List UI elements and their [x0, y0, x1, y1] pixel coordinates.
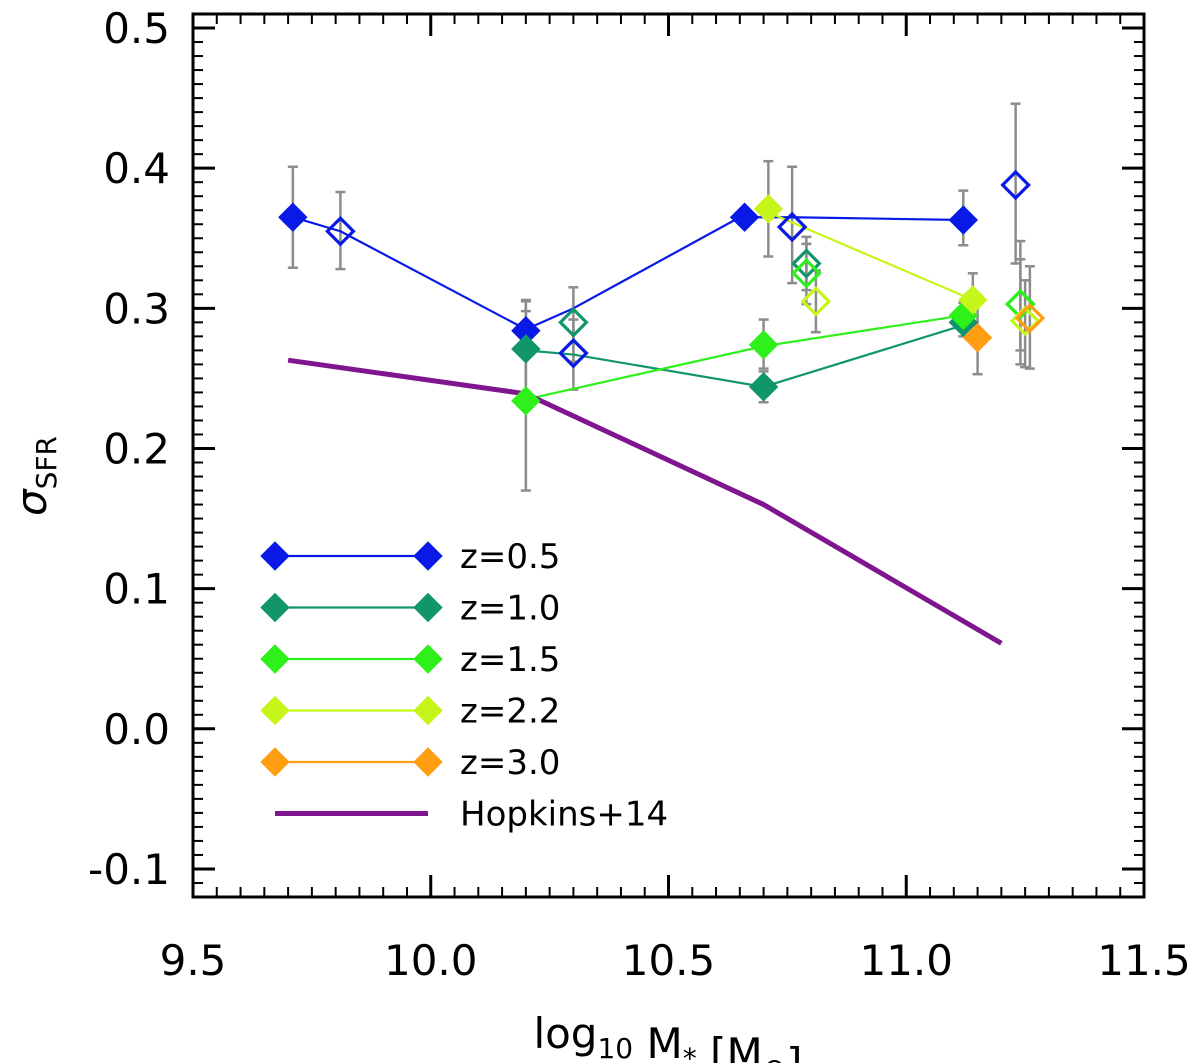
x-tick-label: 11.0 [859, 936, 953, 985]
series-lines [287, 209, 1003, 646]
filled-point-z-0-5 [278, 202, 308, 232]
x-tick-label: 9.5 [160, 936, 227, 985]
series-line-hopkins-14 [287, 357, 1003, 646]
y-axis-label: σSFR [7, 436, 63, 516]
legend-label-z-3-0: z=3.0 [460, 743, 560, 783]
x-label-subscript: ⊙ [763, 1052, 786, 1063]
error-bars [287, 102, 1035, 492]
x-tick-label: 11.5 [1097, 936, 1191, 985]
y-tick-label: 0.5 [103, 4, 170, 53]
open-point-z-2-2 [800, 286, 832, 317]
filled-point-z-1-5 [511, 386, 541, 416]
filled-point-z-2-2 [958, 285, 988, 315]
x-label-part: [M [697, 1029, 763, 1063]
filled-point-z-0-5 [729, 202, 760, 232]
filled-point-z-0-5 [948, 205, 979, 235]
open-point-z-1-0 [558, 307, 589, 338]
series-line-z-0-5 [292, 216, 964, 331]
x-label-part: M [633, 1019, 683, 1063]
open-point-z-1-5 [791, 258, 822, 289]
filled-point-z-3-0 [962, 323, 993, 353]
filled-point-z-1-5 [748, 330, 779, 360]
open-point-z-0-5 [776, 211, 808, 243]
legend-label-hopkins-14: Hopkins+14 [460, 795, 668, 835]
legend-label-z-0-5: z=0.5 [460, 537, 560, 577]
legend-marker-z-1-5 [260, 644, 290, 674]
legend-marker-z-2-2 [413, 695, 443, 726]
legend-marker-z-0-5 [260, 541, 290, 571]
legend-marker-z-0-5 [413, 541, 443, 571]
y-tick-label: 0.0 [103, 705, 170, 754]
legend-marker-z-1-0 [260, 592, 290, 623]
x-tick-label: 10.0 [384, 936, 478, 985]
legend-marker-z-1-0 [413, 592, 443, 623]
y-label-sigma: σ [7, 488, 56, 516]
axes: 9.5 10.0 10.5 11.0 11.5 -0.1 0.0 0.1 0.2 0.3 0.4 0.… [88, 4, 1191, 985]
y-tick-label: 0.2 [103, 424, 170, 473]
open-point-z-0-5 [558, 337, 589, 369]
y-tick-label: 0.3 [103, 284, 170, 333]
open-point-z-0-5 [325, 215, 356, 247]
legend-label-z-1-5: z=1.5 [460, 640, 560, 680]
plot-frame [191, 12, 1146, 899]
y-tick-label: 0.1 [103, 565, 170, 614]
y-tick-label: 0.4 [103, 144, 170, 193]
open-point-z-1-5 [1005, 288, 1036, 320]
filled-point-z-1-0 [748, 372, 779, 402]
x-label-subscript: * [683, 1042, 697, 1063]
series-line-z-2-2 [763, 209, 974, 301]
legend-marker-z-1-5 [413, 644, 443, 674]
y-label-subscript: SFR [30, 436, 63, 489]
series-markers [278, 169, 1046, 416]
x-tick-label: 10.5 [622, 936, 716, 985]
x-label-subscript: 10 [597, 1032, 633, 1063]
legend-marker-z-3-0 [413, 747, 443, 777]
filled-point-z-2-2 [753, 194, 784, 224]
open-point-z-0-5 [1000, 169, 1031, 201]
legend-marker-z-2-2 [260, 695, 290, 726]
legend-label-z-1-0: z=1.0 [460, 589, 560, 629]
legend: z=0.5 z=1.0 z=1.5 z=2.2 z=3.0 Hopkins+14 [260, 537, 668, 835]
x-label-part: log [533, 1009, 597, 1058]
legend-label-z-2-2: z=2.2 [460, 692, 560, 732]
y-tick-label: -0.1 [88, 845, 170, 894]
open-point-z-3-0 [1014, 302, 1046, 334]
x-label-part: ] [786, 1039, 802, 1063]
legend-marker-z-3-0 [260, 747, 290, 777]
x-axis-label: log10 M* [M⊙] [533, 1009, 802, 1063]
series-line-z-1-0 [525, 324, 964, 388]
open-point-z-1-0 [791, 248, 822, 279]
filled-point-z-1-0 [511, 334, 541, 364]
